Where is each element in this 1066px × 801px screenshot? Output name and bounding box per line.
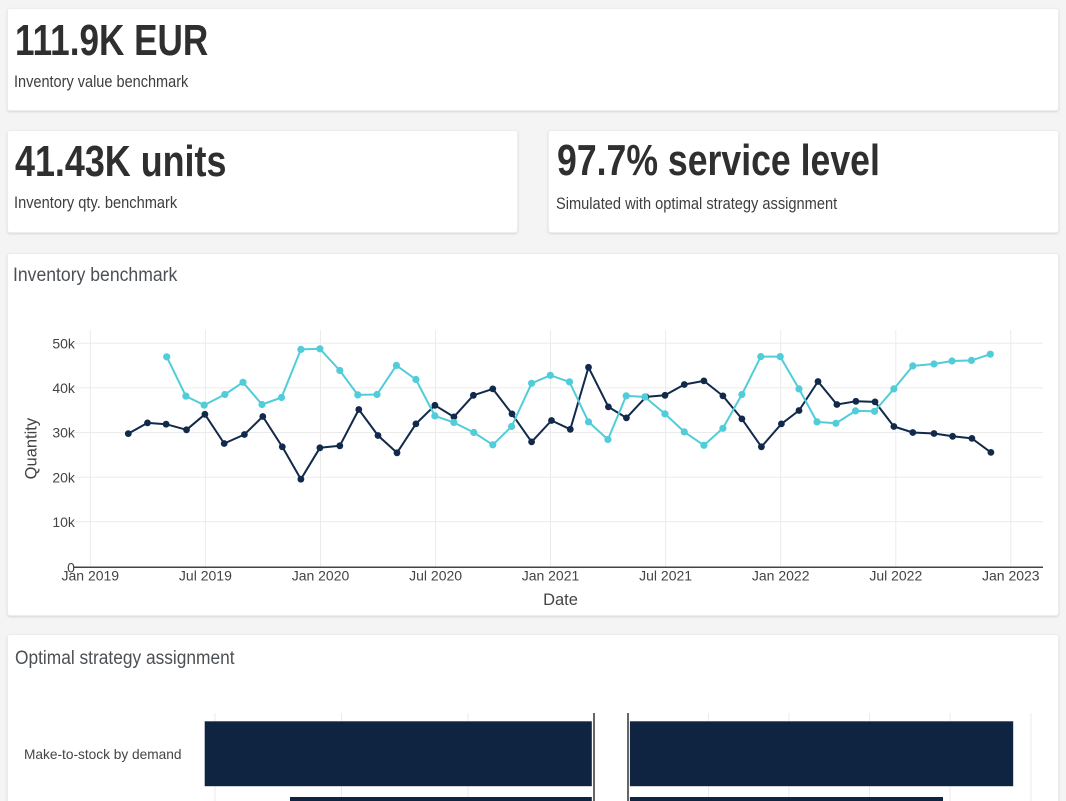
svg-text:Jan 2019: Jan 2019 <box>61 567 119 583</box>
svg-text:Jan 2022: Jan 2022 <box>752 567 810 583</box>
svg-text:30k: 30k <box>52 425 76 441</box>
svg-text:Jan 2023: Jan 2023 <box>982 567 1040 583</box>
svg-text:Jul 2020: Jul 2020 <box>409 567 462 583</box>
svg-text:Jan 2020: Jan 2020 <box>292 567 350 583</box>
svg-text:Date: Date <box>543 591 578 609</box>
svg-text:50k: 50k <box>52 336 76 352</box>
svg-text:Jan 2021: Jan 2021 <box>522 567 580 583</box>
svg-text:Jul 2019: Jul 2019 <box>179 567 232 583</box>
svg-text:40k: 40k <box>52 380 76 396</box>
svg-text:10k: 10k <box>52 514 76 530</box>
svg-text:Make-to-stock by demand: Make-to-stock by demand <box>24 747 181 762</box>
svg-text:Quantity: Quantity <box>23 417 41 479</box>
svg-text:0: 0 <box>67 559 75 575</box>
svg-text:Jul 2021: Jul 2021 <box>639 567 692 583</box>
svg-text:Jul 2022: Jul 2022 <box>869 567 922 583</box>
svg-text:20k: 20k <box>52 469 76 485</box>
